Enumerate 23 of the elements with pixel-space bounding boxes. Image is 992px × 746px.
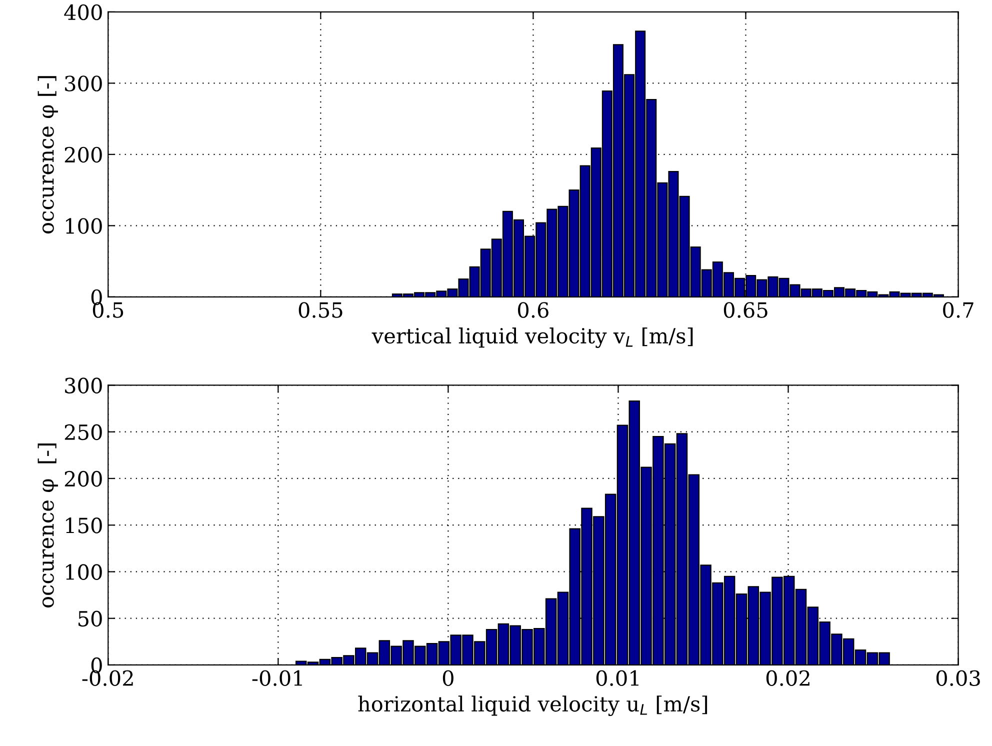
y-tick-label: 100 <box>66 218 102 234</box>
y-tick-label: 50 <box>78 610 102 627</box>
x-tick-label: 0.7 <box>943 302 974 318</box>
x-tick-label: 0.03 <box>936 670 980 686</box>
y-tick-label: 250 <box>64 424 102 440</box>
x-axis-title: horizontal liquid velocity u$_{L}$ [m/s] <box>358 696 708 716</box>
x-tick-label: 0 <box>442 670 454 686</box>
y-tick-label: 300 <box>65 378 102 394</box>
y-tick-label: 150 <box>66 518 102 534</box>
x-tick-label: 0.65 <box>724 302 768 318</box>
y-axis-title: occurence φ [-] <box>38 444 58 608</box>
x-tick-label: -0.01 <box>252 670 302 686</box>
x-tick-label: 0.55 <box>298 302 342 318</box>
y-tick-label: 300 <box>65 76 102 92</box>
y-tick-label: 400 <box>64 4 102 20</box>
y-tick-label: 100 <box>66 564 102 580</box>
y-axis-title: occurence φ [-] <box>38 76 58 234</box>
x-axis-title: vertical liquid velocity v$_{L}$ [m/s] <box>372 327 693 348</box>
x-tick-label: 0.6 <box>518 302 548 318</box>
y-tick-label: 200 <box>64 146 102 163</box>
y-tick-label: 200 <box>64 470 102 487</box>
x-tick-label: 0.01 <box>596 670 638 686</box>
x-tick-label: 0.02 <box>766 670 810 686</box>
